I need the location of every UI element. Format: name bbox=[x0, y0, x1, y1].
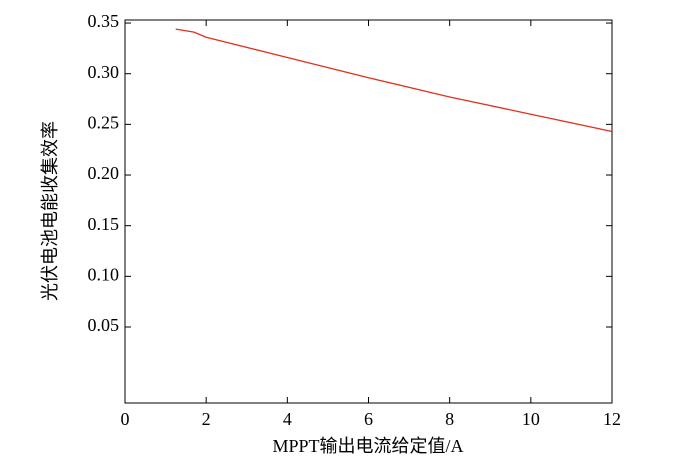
x-tick-label: 6 bbox=[364, 409, 373, 429]
x-axis-label: MPPT输出电流给定值/A bbox=[272, 436, 463, 456]
x-tick-label: 12 bbox=[603, 409, 621, 429]
y-tick-label: 0.30 bbox=[88, 62, 120, 82]
y-tick-label: 0.35 bbox=[88, 11, 120, 31]
data-line bbox=[175, 28, 613, 133]
x-tick-label: 2 bbox=[202, 409, 211, 429]
y-axis-label: 光伏电池电能收集效率 bbox=[40, 121, 60, 301]
y-tick-label: 0.05 bbox=[88, 315, 120, 335]
x-tick-label: 4 bbox=[283, 409, 292, 429]
x-tick-label: 8 bbox=[445, 409, 454, 429]
y-tick-label: 0.25 bbox=[88, 112, 120, 132]
y-tick-label: 0.10 bbox=[88, 264, 120, 284]
x-tick-label: 10 bbox=[522, 409, 540, 429]
y-tick-label: 0.20 bbox=[88, 163, 120, 183]
x-tick-label: 0 bbox=[121, 409, 130, 429]
y-tick-label: 0.15 bbox=[88, 214, 120, 234]
